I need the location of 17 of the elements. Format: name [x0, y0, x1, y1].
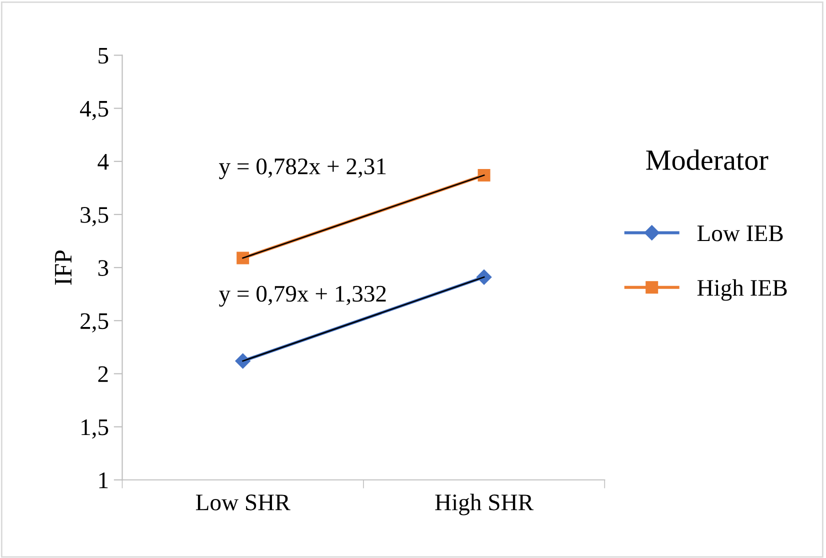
y-tick-label: 2	[98, 366, 108, 382]
y-tick-label: 3	[98, 260, 108, 276]
legend-title: Moderator	[646, 149, 768, 170]
legend-label: Low IEB	[697, 226, 783, 242]
y-tick-label: 5	[98, 48, 108, 64]
y-axis-title: IFP	[55, 250, 72, 285]
annotation: y = 0,782x + 2,31	[219, 158, 386, 180]
y-tick-label: 4,5	[80, 100, 108, 120]
y-tick-label: 1	[99, 472, 108, 488]
x-tick-label: High SHR	[435, 494, 534, 516]
y-tick-label: 2,5	[80, 313, 108, 332]
y-tick-label: 1,5	[82, 419, 108, 439]
y-tick-label: 3,5	[80, 207, 108, 226]
annotation: y = 0,79x + 1,332	[219, 286, 386, 307]
legend-label: High IEB	[697, 279, 787, 301]
y-tick-label: 4	[98, 154, 109, 170]
x-tick-label: Low SHR	[196, 494, 290, 510]
